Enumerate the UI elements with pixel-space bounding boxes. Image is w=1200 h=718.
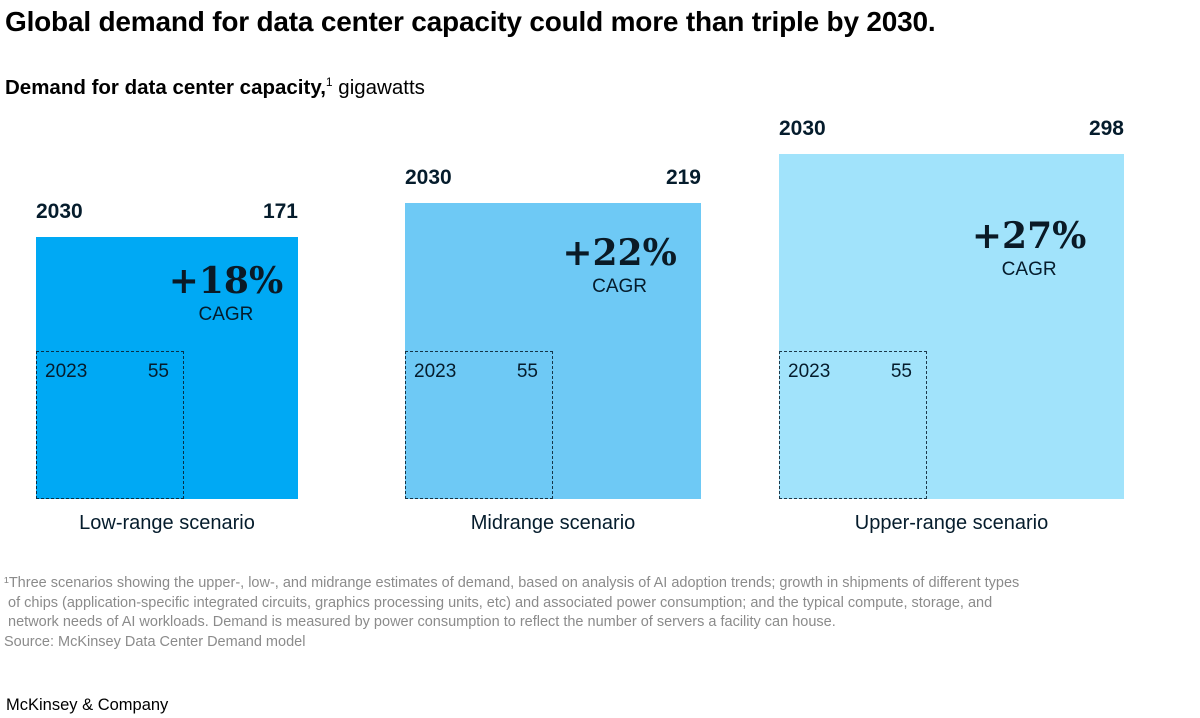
top-row: 2030 298 — [779, 117, 1124, 141]
scenario-group-low: 2030 171 +18% CAGR 2023 55 Low-range sce… — [36, 200, 298, 536]
cagr-block: +22% CAGR — [538, 232, 701, 298]
footnote-block: ¹Three scenarios showing the upper-, low… — [4, 574, 1184, 652]
square-2023-mid: 2023 55 — [405, 351, 553, 499]
value-2030: 171 — [262, 200, 298, 223]
source-line: Source: McKinsey Data Center Demand mode… — [4, 633, 306, 650]
subtitle-unit: gigawatts — [332, 76, 425, 99]
year-2030-label: 2030 — [36, 200, 83, 223]
year-2023-label: 2023 — [414, 361, 457, 382]
cagr-label: CAGR — [198, 303, 254, 325]
scenario-label-upper: Upper-range scenario — [854, 512, 1049, 534]
footnote-line-1: ¹Three scenarios showing the upper-, low… — [4, 575, 1020, 591]
footnote-marker: 1 — [325, 75, 333, 90]
cagr-label: CAGR — [1001, 258, 1057, 280]
cagr-label: CAGR — [592, 275, 648, 297]
value-2030: 219 — [665, 166, 701, 189]
value-2030: 298 — [1088, 117, 1124, 140]
square-2030-mid: +22% CAGR 2023 55 — [405, 203, 701, 499]
footnote-line-3: network needs of AI workloads. Demand is… — [4, 614, 836, 630]
square-2023-low: 2023 55 — [36, 351, 184, 499]
scenario-label-mid: Midrange scenario — [470, 512, 636, 534]
company-logo-text: McKinsey & Company — [6, 696, 169, 714]
chart-area: 2030 171 +18% CAGR 2023 55 Low-range sce… — [36, 117, 1124, 536]
value-2023: 55 — [516, 361, 538, 382]
square-2023-upper: 2023 55 — [779, 351, 927, 499]
cagr-block: +18% CAGR — [154, 260, 298, 326]
cagr-block: +27% CAGR — [934, 215, 1124, 281]
page-title: Global demand for data center capacity c… — [5, 6, 936, 37]
year-2030-label: 2030 — [779, 117, 826, 140]
year-2023-label: 2023 — [45, 361, 88, 382]
top-row: 2030 219 — [405, 166, 701, 190]
footnote-line-2: of chips (application-specific integrate… — [4, 594, 993, 611]
scenario-group-upper: 2030 298 +27% CAGR 2023 55 Upper-range s… — [779, 117, 1124, 536]
chart-subtitle: Demand for data center capacity,1 gigawa… — [5, 76, 425, 100]
cagr-value: +18% — [168, 260, 284, 302]
value-2023: 55 — [147, 361, 169, 382]
scenario-group-mid: 2030 219 +22% CAGR 2023 55 Midrange scen… — [405, 166, 701, 536]
subtitle-bold: Demand for data center capacity, — [5, 76, 326, 99]
top-row: 2030 171 — [36, 200, 298, 224]
year-2030-label: 2030 — [405, 166, 452, 189]
cagr-value: +27% — [971, 215, 1087, 257]
cagr-value: +22% — [562, 232, 677, 274]
year-2023-label: 2023 — [788, 361, 831, 382]
square-2030-low: +18% CAGR 2023 55 — [36, 237, 298, 499]
square-2030-upper: +27% CAGR 2023 55 — [779, 154, 1124, 499]
value-2023: 55 — [890, 361, 912, 382]
scenario-label-low: Low-range scenario — [79, 512, 255, 534]
